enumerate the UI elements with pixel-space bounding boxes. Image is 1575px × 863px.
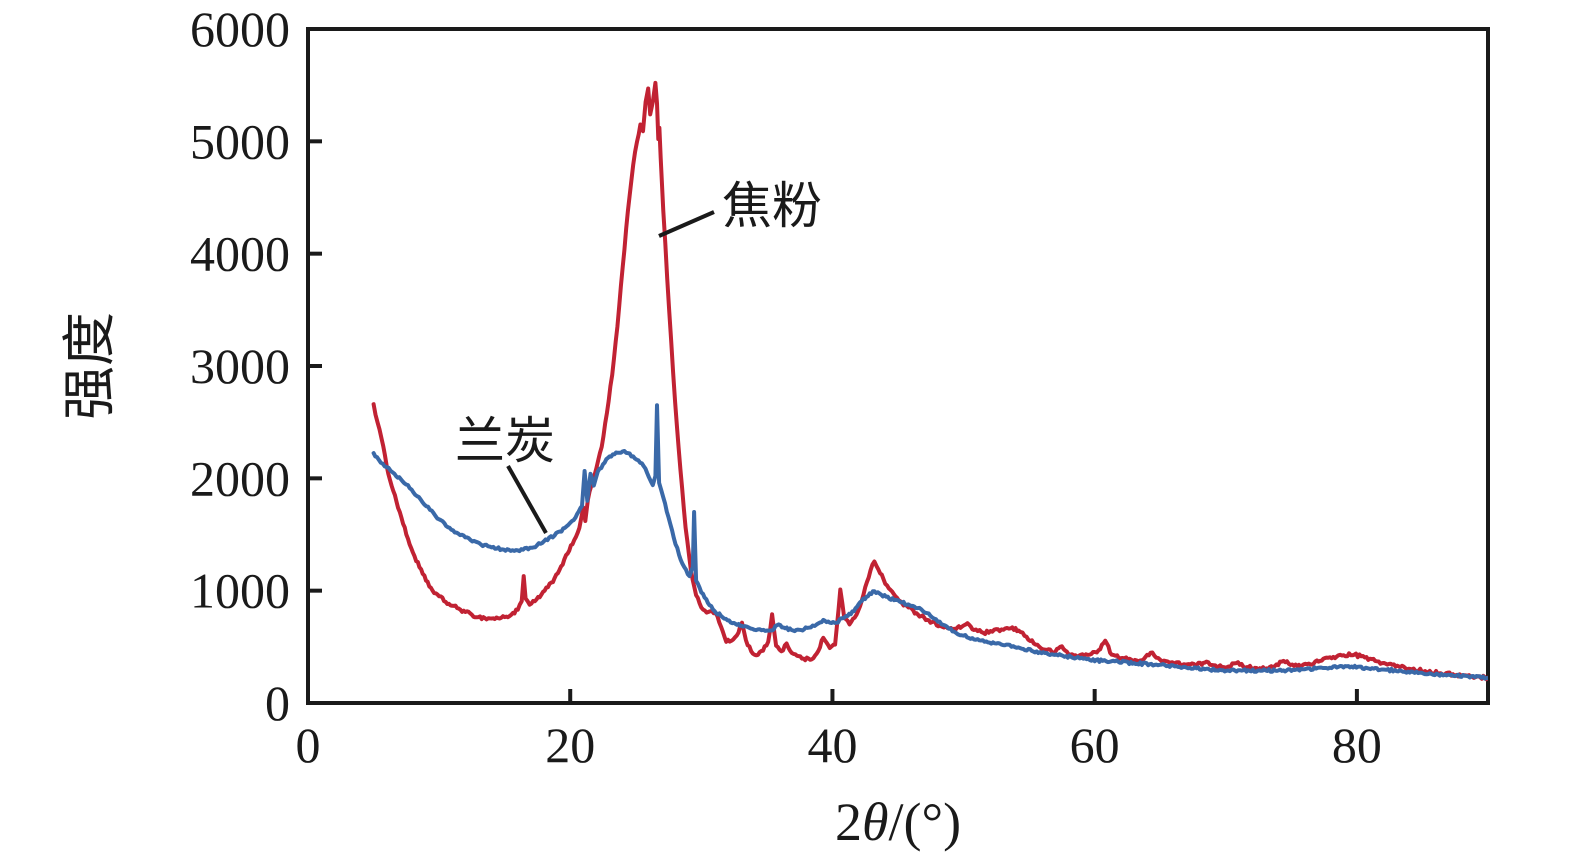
series-jiaofen-curve — [371, 80, 1488, 682]
y-tick-label: 6000 — [190, 1, 290, 57]
x-axis-title-suffix: /(°) — [888, 792, 961, 852]
jiaofen-leader-line — [658, 210, 715, 238]
y-tick-label: 2000 — [190, 450, 290, 506]
y-axis-title: 强度 — [60, 312, 120, 420]
y-tick-label: 0 — [265, 675, 290, 731]
y-tick-label: 5000 — [190, 113, 290, 169]
axis-ticks — [306, 27, 1359, 705]
x-axis-title-prefix: 2 — [835, 792, 862, 852]
x-tick-label: 60 — [1070, 717, 1120, 773]
y-tick-label: 1000 — [190, 563, 290, 619]
series-lantan-curve — [371, 403, 1488, 681]
y-tick-label: 3000 — [190, 338, 290, 394]
x-tick-label: 40 — [807, 717, 857, 773]
lantan-leader-line — [506, 465, 548, 534]
x-tick-label: 80 — [1332, 717, 1382, 773]
jiaofen-annotation-label: 焦粉 — [722, 178, 822, 234]
x-axis-title: 2θ/(°) — [835, 792, 961, 852]
axis-tick-labels: 0 20 40 60 80 0 1000 2000 3000 4000 5000 6000 — [190, 1, 1382, 773]
x-axis-title-theta: θ — [862, 792, 889, 852]
x-tick-label: 20 — [545, 717, 595, 773]
lantan-annotation-label: 兰炭 — [455, 413, 555, 469]
x-tick-label: 0 — [296, 717, 321, 773]
y-tick-label: 4000 — [190, 226, 290, 282]
